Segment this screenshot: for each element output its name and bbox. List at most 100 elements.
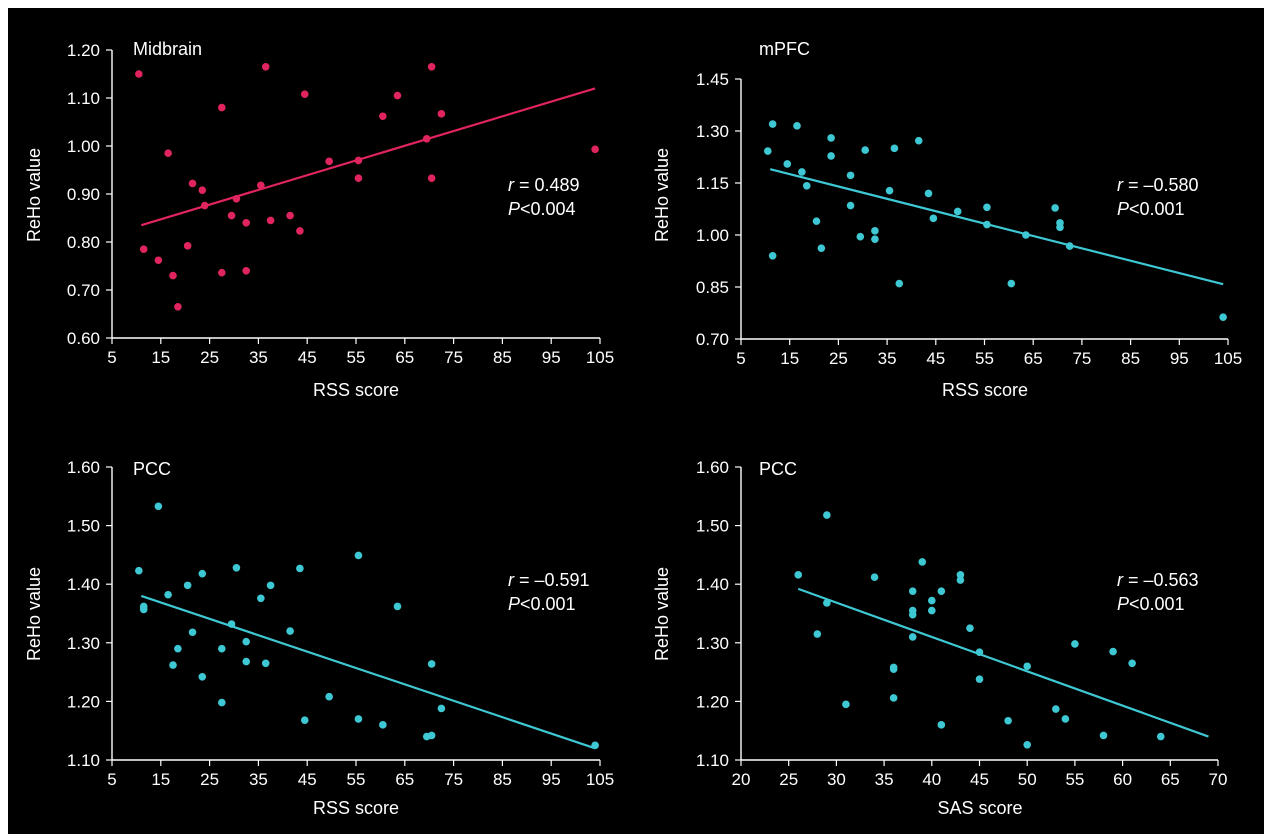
- data-point: [966, 624, 974, 632]
- data-point: [1128, 659, 1136, 668]
- data-point: [300, 716, 309, 724]
- data-point: [242, 267, 250, 275]
- data-point: [198, 569, 207, 578]
- data-point: [1109, 647, 1117, 656]
- x-tick-label: 45: [298, 348, 317, 367]
- x-tick-label: 25: [200, 348, 219, 367]
- x-tick-label: 25: [779, 770, 798, 789]
- data-point: [846, 201, 855, 210]
- data-point: [885, 186, 894, 195]
- data-point: [188, 179, 197, 188]
- x-tick-label: 35: [249, 348, 268, 367]
- x-tick-label: 65: [1024, 349, 1043, 368]
- data-point: [889, 665, 898, 673]
- data-point: [1065, 242, 1074, 250]
- data-point: [427, 174, 436, 182]
- data-point: [325, 157, 333, 166]
- y-tick-label: 1.40: [696, 575, 729, 594]
- data-point: [768, 252, 777, 260]
- data-point: [871, 227, 879, 235]
- data-point: [1219, 313, 1227, 321]
- data-point: [139, 605, 148, 614]
- y-tick-label: 1.60: [696, 458, 729, 477]
- data-point: [1023, 662, 1031, 671]
- data-point: [427, 660, 436, 668]
- data-point: [296, 227, 304, 235]
- x-tick-label: 75: [444, 770, 463, 789]
- data-point: [802, 181, 811, 190]
- y-tick-label: 1.00: [696, 226, 729, 245]
- y-axis-title: ReHo value: [24, 148, 44, 242]
- data-point: [975, 675, 984, 683]
- data-point: [218, 268, 226, 277]
- data-point: [422, 135, 431, 143]
- x-axis-title: SAS score: [937, 798, 1022, 818]
- data-point: [914, 136, 923, 145]
- p-value: P<0.001: [1117, 594, 1185, 614]
- data-point: [975, 648, 984, 656]
- y-tick-label: 0.70: [67, 281, 100, 300]
- x-tick-label: 45: [970, 770, 989, 789]
- data-point: [169, 661, 177, 669]
- data-point: [928, 606, 936, 615]
- y-tick-label: 1.10: [67, 89, 100, 108]
- regression-line: [140, 594, 596, 750]
- data-point: [183, 581, 192, 590]
- data-point: [895, 279, 904, 288]
- data-point: [823, 511, 831, 519]
- y-tick-label: 1.30: [696, 122, 729, 141]
- x-tick-label: 75: [1072, 349, 1091, 368]
- y-tick-label: 1.30: [696, 634, 729, 653]
- data-point: [924, 189, 933, 198]
- data-point: [227, 620, 236, 628]
- data-point: [1022, 231, 1030, 239]
- data-point: [393, 91, 402, 100]
- x-axis-title: RSS score: [313, 380, 399, 400]
- data-point: [379, 721, 387, 729]
- data-point: [232, 563, 241, 572]
- data-point: [198, 672, 207, 681]
- data-point: [783, 160, 792, 168]
- x-axis-title: RSS score: [942, 380, 1028, 400]
- y-axis-title: ReHo value: [24, 567, 44, 661]
- data-point: [354, 156, 363, 165]
- data-point: [437, 110, 446, 118]
- x-tick-label: 45: [926, 349, 945, 368]
- x-tick-label: 40: [922, 770, 941, 789]
- x-tick-label: 55: [1065, 770, 1084, 789]
- correlation-r: r = –0.580: [1117, 175, 1199, 195]
- data-point: [918, 558, 927, 566]
- data-point: [139, 245, 148, 253]
- x-tick-label: 55: [347, 770, 366, 789]
- data-point: [296, 564, 304, 573]
- data-point: [846, 171, 855, 180]
- data-point: [798, 168, 806, 176]
- y-tick-label: 1.20: [67, 692, 100, 711]
- y-tick-label: 0.80: [67, 233, 100, 252]
- data-point: [827, 134, 835, 142]
- y-tick-label: 0.70: [696, 330, 729, 349]
- x-tick-label: 70: [1209, 770, 1228, 789]
- data-point: [871, 235, 879, 243]
- data-point: [427, 731, 436, 740]
- regression-line: [797, 587, 1209, 738]
- data-point: [354, 551, 363, 560]
- x-tick-label: 55: [975, 349, 994, 368]
- data-point: [286, 627, 294, 635]
- data-point: [232, 195, 241, 203]
- x-tick-label: 15: [151, 770, 170, 789]
- data-point: [953, 207, 962, 216]
- data-point: [763, 147, 772, 155]
- correlation-r: r = –0.563: [1117, 570, 1199, 590]
- data-point: [929, 214, 938, 223]
- data-point: [135, 566, 143, 575]
- scatter-plots: 5 15 25 35 45 55 65 75 85 95 1050.600.700.800.901.…: [24, 39, 1242, 818]
- data-point: [198, 186, 207, 194]
- y-axis-title: ReHo value: [652, 567, 672, 661]
- x-tick-label: 55: [347, 348, 366, 367]
- data-point: [928, 596, 936, 605]
- data-point: [218, 644, 226, 653]
- data-point: [393, 602, 402, 611]
- y-tick-label: 0.90: [67, 185, 100, 204]
- data-point: [379, 112, 387, 121]
